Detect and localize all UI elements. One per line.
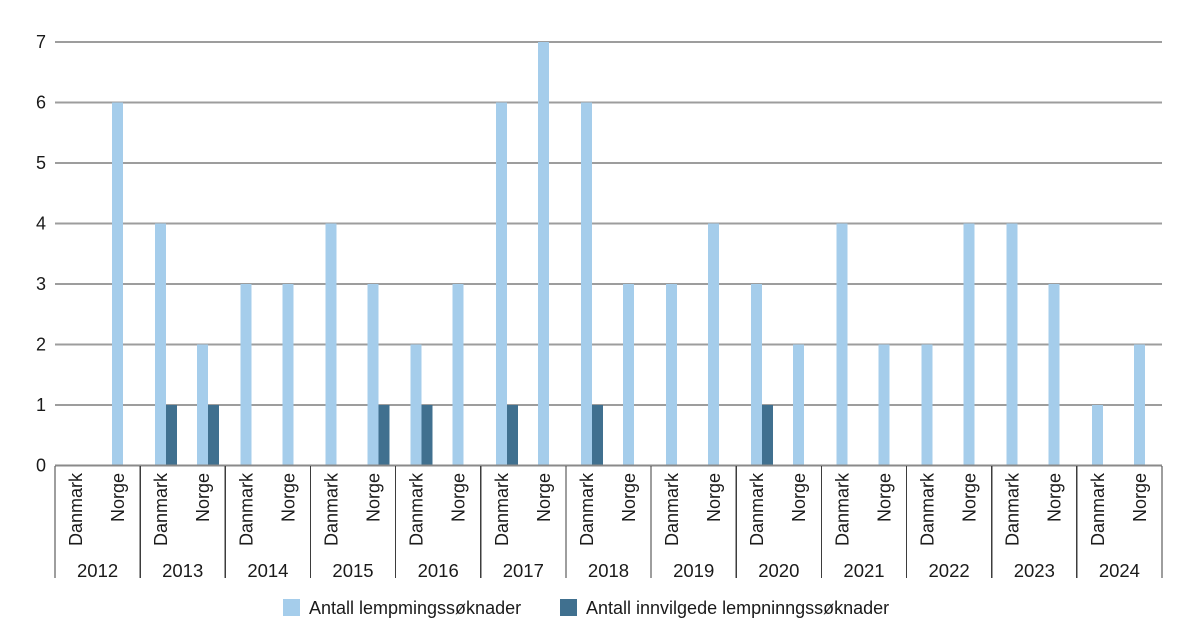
bar-2021-danmark-applications [836,223,848,466]
bar-2020-norge-applications [793,344,805,466]
x-label-year-2019: 2019 [673,560,714,581]
x-label-norge-2018: Norge [619,473,639,522]
x-label-danmark-2022: Danmark [918,472,938,546]
x-label-norge-2016: Norge [449,473,469,522]
x-label-norge-2019: Norge [704,473,724,522]
x-label-year-2023: 2023 [1014,560,1055,581]
x-label-norge-2014: Norge [278,473,298,522]
bar-2015-norge-granted [378,405,390,466]
bar-2019-danmark-applications [666,284,678,466]
x-label-danmark-2023: Danmark [1003,472,1023,546]
legend-swatch-applications [283,599,300,616]
bar-2016-danmark-applications [410,344,422,466]
x-label-norge-2017: Norge [534,473,554,522]
bar-2015-danmark-applications [325,223,337,466]
bar-2017-danmark-applications [495,102,507,466]
x-label-year-2020: 2020 [758,560,799,581]
legend-swatch-granted [560,599,577,616]
bar-2013-norge-applications [197,344,209,466]
x-label-danmark-2018: Danmark [577,472,597,546]
bar-2021-norge-applications [878,344,890,466]
x-label-danmark-2017: Danmark [492,472,512,546]
bar-2012-norge-applications [112,102,123,466]
bar-2013-danmark-granted [166,405,178,466]
x-label-norge-2024: Norge [1130,473,1150,522]
bar-2024-norge-applications [1133,344,1145,466]
y-axis-tick-label: 1 [36,395,46,415]
x-label-danmark-2012: Danmark [66,472,86,546]
y-axis-tick-label: 2 [36,335,46,355]
x-label-year-2016: 2016 [418,560,459,581]
bar-2023-danmark-applications [1006,223,1018,466]
bar-2017-norge-applications [537,42,549,466]
legend-label-applications: Antall lempmingssøknader [309,598,521,618]
bar-2016-norge-applications [452,284,464,466]
y-axis-tick-label: 3 [36,274,46,294]
bar-2014-danmark-applications [240,284,252,466]
bar-2018-norge-applications [622,284,634,466]
y-axis-tick-label: 7 [36,32,46,52]
x-label-year-2018: 2018 [588,560,629,581]
bar-2017-danmark-granted [506,405,518,466]
x-label-danmark-2021: Danmark [832,472,852,546]
bar-2015-norge-applications [367,284,379,466]
bar-2016-danmark-granted [421,405,433,466]
x-label-year-2021: 2021 [843,560,884,581]
x-label-norge-2023: Norge [1045,473,1065,522]
x-label-danmark-2016: Danmark [407,472,427,546]
legend-label-granted: Antall innvilgede lempninngssøknader [586,598,889,618]
y-axis-tick-label: 4 [36,214,46,234]
x-label-year-2015: 2015 [332,560,373,581]
x-label-year-2022: 2022 [929,560,970,581]
x-label-norge-2013: Norge [193,473,213,522]
bar-2023-norge-applications [1048,284,1060,466]
x-label-year-2013: 2013 [162,560,203,581]
bar-2018-danmark-granted [591,405,603,466]
x-label-danmark-2013: Danmark [151,472,171,546]
bar-2014-norge-applications [282,284,294,466]
bar-2022-danmark-applications [921,344,933,466]
x-label-danmark-2024: Danmark [1088,472,1108,546]
bar-2020-danmark-applications [751,284,763,466]
plot-area: 0 1 2 3 4 5 6 7 Danmark Norge 2012 Danmark Norge 2013… [36,32,1163,581]
bar-2013-norge-granted [208,405,220,466]
y-axis-tick-label: 0 [36,456,46,476]
x-label-danmark-2020: Danmark [747,472,767,546]
x-label-norge-2015: Norge [364,473,384,522]
x-label-norge-2020: Norge [789,473,809,522]
bar-2022-norge-applications [963,223,975,466]
legend: Antall lempmingssøknader Antall innvilge… [283,598,889,618]
x-label-norge-2012: Norge [108,473,128,522]
x-label-norge-2022: Norge [960,473,980,522]
bar-2018-danmark-applications [580,102,592,466]
bar-2019-norge-applications [708,223,720,466]
x-label-year-2012: 2012 [77,560,118,581]
x-label-norge-2021: Norge [874,473,894,522]
x-label-year-2014: 2014 [247,560,288,581]
x-label-danmark-2014: Danmark [236,472,256,546]
bar-2013-danmark-applications [155,223,167,466]
x-label-year-2024: 2024 [1099,560,1140,581]
bar-2024-danmark-applications [1091,405,1103,466]
x-label-danmark-2019: Danmark [662,472,682,546]
y-axis-tick-label: 6 [36,93,46,113]
x-label-year-2017: 2017 [503,560,544,581]
bar-2020-danmark-granted [762,405,774,466]
x-label-danmark-2015: Danmark [322,472,342,546]
y-axis-tick-label: 5 [36,153,46,173]
